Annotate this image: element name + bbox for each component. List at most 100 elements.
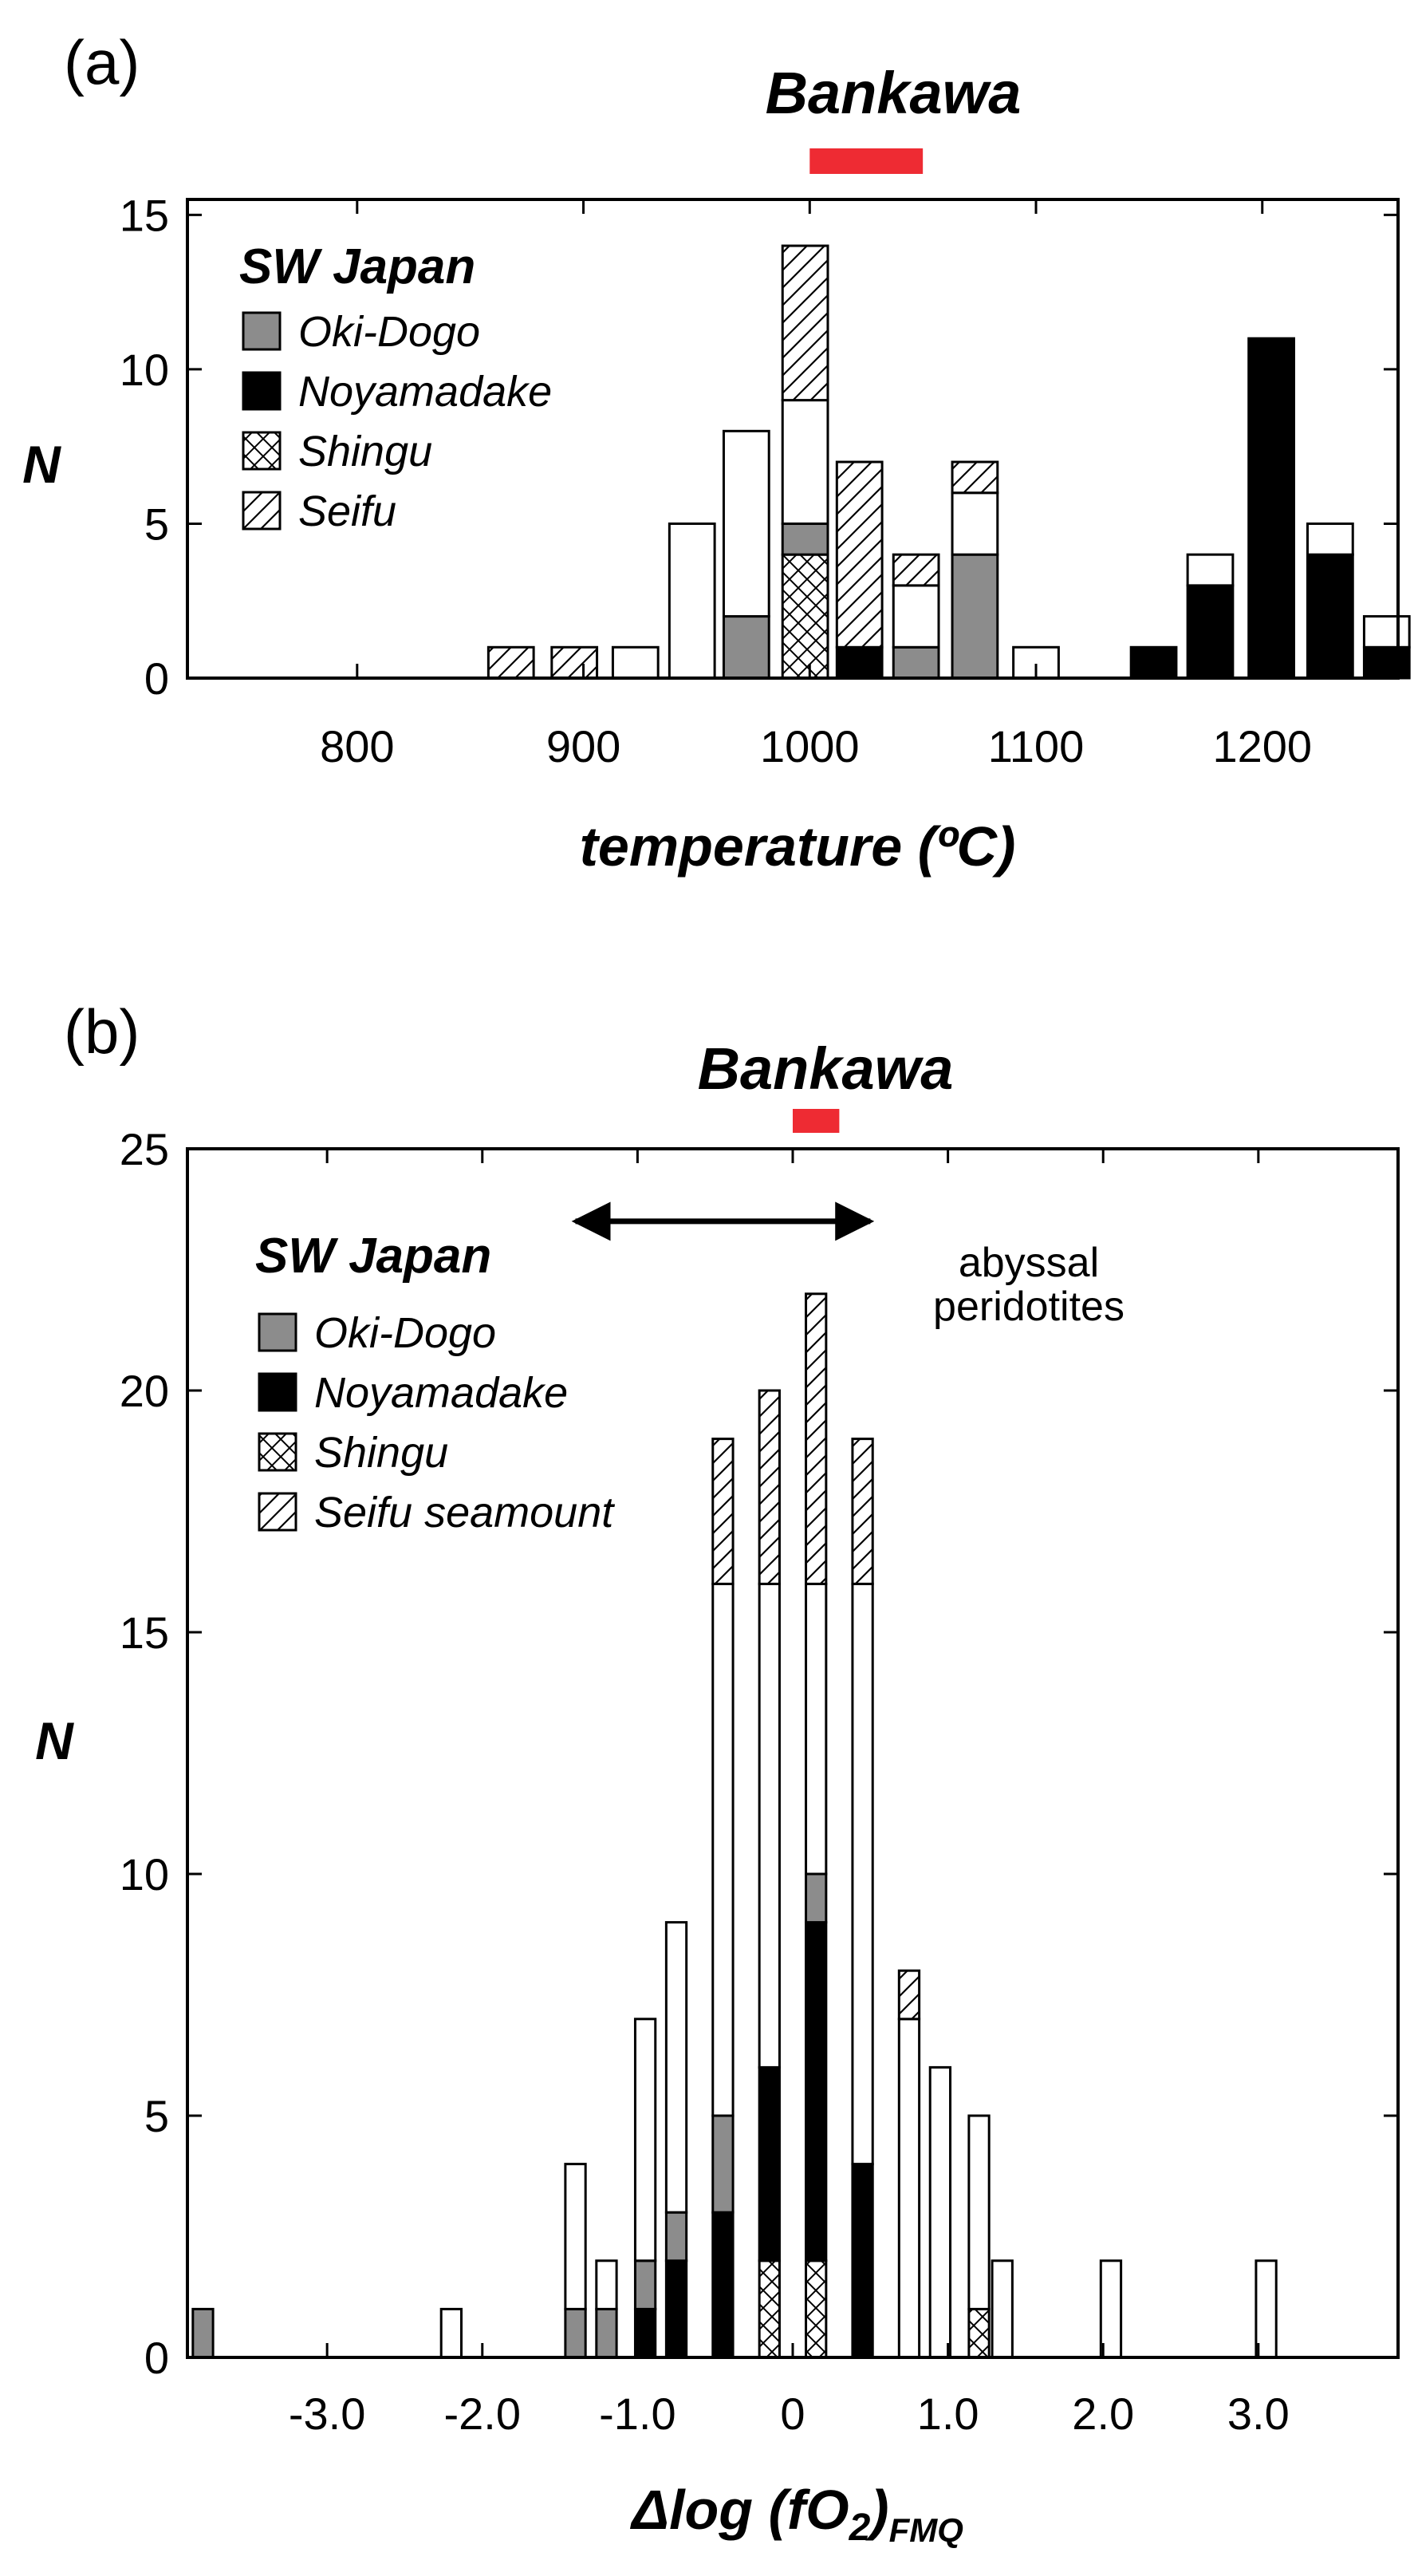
legend-swatch-hatch <box>258 1492 297 1532</box>
bar-segment-open <box>633 2018 657 2262</box>
bar-segment-crosshatch <box>967 2307 991 2359</box>
bar-segment-black <box>1186 584 1235 680</box>
bar-segment-open <box>805 1582 828 1876</box>
panel-a-x-axis-label: temperature (ºC) <box>580 815 1016 878</box>
panel-b-x-axis-label-fmq-subscript: FMQ <box>889 2511 963 2550</box>
bar-segment-black <box>1306 553 1354 680</box>
bar-segment-open <box>1099 2259 1123 2359</box>
legend-swatch-black <box>258 1372 297 1412</box>
y-tick-label: 15 <box>120 1608 169 1658</box>
x-tick-label: 3.0 <box>1227 2389 1290 2439</box>
y-tick-label: 5 <box>144 2091 169 2141</box>
legend-label: Noyamadake <box>298 368 552 416</box>
legend-swatch-crosshatch <box>258 1432 297 1472</box>
x-tick-label: 0 <box>780 2389 805 2439</box>
bar-segment-hatch <box>758 1389 781 1585</box>
bar-segment-open <box>1254 2259 1278 2359</box>
legend-label: Shingu <box>298 428 432 475</box>
bar-segment-grey <box>564 2307 587 2359</box>
panel-b-bankawa-range-bar <box>793 1109 840 1133</box>
y-tick-label: 15 <box>120 190 169 240</box>
bar-segment-grey <box>722 615 770 680</box>
x-tick-label: 800 <box>320 721 394 771</box>
panel-a-ticks: 800 900 1000 1100 1200 0 5 10 15 <box>120 190 1398 771</box>
bar-segment-open <box>991 2259 1014 2359</box>
legend-title: SW Japan <box>255 1229 491 1284</box>
bar-segment-open <box>668 522 716 680</box>
bar-segment-open <box>595 2259 618 2310</box>
panel-a-bars <box>486 244 1411 680</box>
bar-segment-open <box>611 645 660 680</box>
bar-segment-open <box>722 429 770 618</box>
legend-label: Seifu <box>298 487 396 535</box>
bar-segment-open <box>664 1921 688 2214</box>
bar-segment-hatch <box>892 553 940 587</box>
panel-a-legend: SW Japan Oki-Dogo Noyamadake Shingu Seifu <box>239 239 552 535</box>
bar-segment-open <box>897 2018 921 2359</box>
bar-segment-grey <box>633 2259 657 2310</box>
bar-segment-black <box>711 2211 735 2359</box>
panel-b-label: (b) <box>64 996 140 1067</box>
bar-segment-open <box>564 2163 587 2310</box>
x-tick-label: 1.0 <box>917 2389 979 2439</box>
panel-b-x-axis-label: Δlog (fO2)FMQ <box>629 2479 963 2550</box>
bar-segment-open <box>1362 615 1411 649</box>
x-tick-label: -2.0 <box>444 2389 522 2439</box>
panel-b-y-axis-label: N <box>35 1711 74 1770</box>
bar-segment-open <box>928 2065 952 2359</box>
panel-b-annotation-line2: peridotites <box>933 1284 1125 1330</box>
panel-a-temperature-histogram: (a) Bankawa 800 900 1000 1100 1200 0 5 10 15 SW … <box>22 27 1411 878</box>
bar-segment-open <box>1306 522 1354 556</box>
bar-segment-grey <box>595 2307 618 2359</box>
panel-b-bankawa-title: Bankawa <box>698 1036 954 1102</box>
bar-segment-grey <box>191 2307 215 2359</box>
x-tick-label: 900 <box>546 721 620 771</box>
legend-title: SW Japan <box>239 239 475 294</box>
bar-segment-hatch <box>897 1969 921 2021</box>
bar-segment-black <box>1362 645 1411 680</box>
bar-segment-hatch <box>486 645 535 680</box>
y-tick-label: 25 <box>120 1124 169 1174</box>
bar-segment-crosshatch <box>781 553 829 680</box>
legend-swatch-crosshatch <box>242 431 282 471</box>
legend-swatch-grey <box>258 1312 297 1352</box>
bar-segment-grey <box>805 1872 828 1924</box>
y-tick-label: 5 <box>144 499 169 549</box>
panel-b-legend: SW Japan Oki-Dogo Noyamadake Shingu Seifu se… <box>255 1229 615 1537</box>
bar-segment-black <box>664 2259 688 2359</box>
bar-segment-grey <box>892 645 940 680</box>
bar-segment-open <box>951 491 999 556</box>
bar-segment-hatch <box>781 244 829 402</box>
panel-a-label: (a) <box>64 27 140 97</box>
x-tick-label: 2.0 <box>1072 2389 1134 2439</box>
bar-segment-open <box>967 2114 991 2310</box>
panel-b-x-axis-label-o2-subscript: 2 <box>849 2507 871 2549</box>
bar-segment-open <box>781 399 829 525</box>
bar-segment-black <box>1247 337 1295 680</box>
legend-label: Seifu seamount <box>314 1489 615 1537</box>
bar-segment-hatch <box>951 460 999 495</box>
bar-segment-grey <box>951 553 999 680</box>
bar-segment-black <box>835 645 884 680</box>
y-tick-label: 0 <box>144 653 169 704</box>
legend-label: Oki-Dogo <box>314 1309 496 1357</box>
legend-label: Shingu <box>314 1429 448 1477</box>
bar-segment-crosshatch <box>805 2259 828 2359</box>
bar-segment-black <box>758 2065 781 2262</box>
panel-a-plot-frame <box>186 198 1400 680</box>
bar-segment-hatch <box>711 1438 735 1585</box>
panel-b-bars <box>191 1292 1278 2359</box>
bar-segment-crosshatch <box>758 2259 781 2359</box>
bar-segment-grey <box>664 2211 688 2262</box>
bar-segment-black <box>805 1921 828 2262</box>
x-tick-label: 1200 <box>1212 721 1312 771</box>
panel-a-y-axis-label: N <box>22 435 61 494</box>
bar-segment-open <box>439 2307 463 2359</box>
bar-segment-open <box>892 584 940 649</box>
bar-segment-black <box>851 2163 874 2359</box>
x-tick-label: 1100 <box>988 721 1084 771</box>
bar-segment-open <box>711 1582 735 2117</box>
bar-segment-open <box>1186 553 1235 587</box>
y-tick-label: 0 <box>144 2333 169 2383</box>
